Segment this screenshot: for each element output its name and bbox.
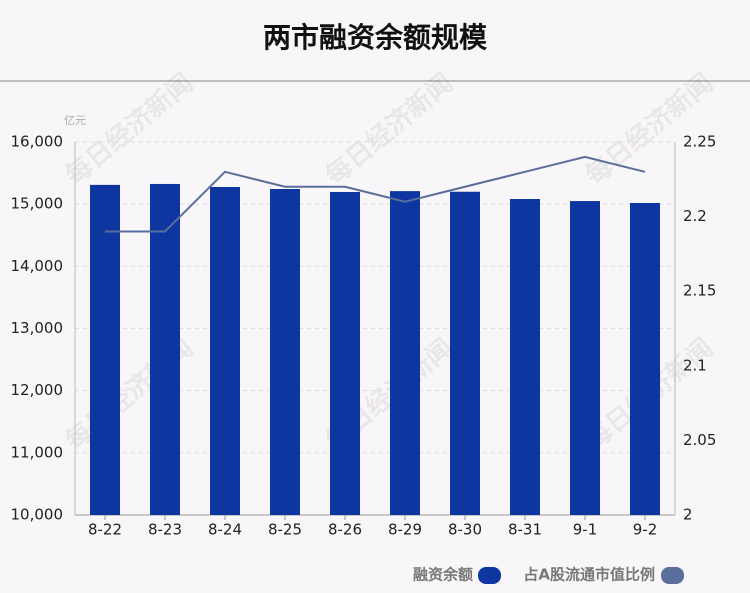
y2-tick-label: 2.05 [683, 431, 716, 449]
legend-label: 融资余额 [413, 566, 473, 584]
bar [210, 187, 240, 515]
chart-title: 两市融资余额规模 [263, 21, 488, 54]
y-tick-label: 16,000 [11, 133, 64, 151]
y-tick-label: 13,000 [11, 319, 64, 337]
x-tick-label: 8-24 [208, 521, 242, 539]
bar [270, 188, 300, 516]
bar [90, 184, 120, 515]
x-tick-label: 8-26 [328, 521, 362, 539]
x-tick-label: 8-23 [148, 521, 182, 539]
legend-label: 占A股流通市值比例 [523, 566, 655, 584]
legend-swatch [661, 567, 684, 584]
x-tick-label: 8-22 [88, 521, 122, 539]
bar [570, 201, 600, 515]
bar [150, 183, 180, 515]
x-tick-label: 8-25 [268, 521, 302, 539]
y2-tick-label: 2.2 [683, 207, 707, 225]
bar [330, 191, 360, 515]
x-tick-label: 9-2 [633, 521, 658, 539]
y-tick-label: 10,000 [11, 506, 64, 524]
y-tick-label: 11,000 [11, 443, 64, 461]
y-tick-label: 12,000 [11, 381, 64, 399]
y-tick-label: 14,000 [11, 257, 64, 275]
x-tick-label: 9-1 [573, 521, 598, 539]
x-tick-label: 8-30 [448, 521, 482, 539]
line [105, 155, 646, 233]
y-unit: 亿元 [64, 114, 86, 127]
x-tick-label: 8-29 [388, 521, 422, 539]
bar [510, 199, 540, 515]
legend-swatch [478, 567, 501, 584]
y2-tick-label: 2.25 [683, 133, 716, 151]
bar [450, 191, 480, 515]
y2-tick-label: 2 [683, 506, 693, 524]
bar [630, 202, 660, 515]
bar [390, 191, 420, 515]
x-tick-label: 8-31 [508, 521, 542, 539]
y2-tick-label: 2.15 [683, 282, 716, 300]
y2-tick-label: 2.1 [683, 356, 707, 374]
y-tick-label: 15,000 [11, 195, 64, 213]
